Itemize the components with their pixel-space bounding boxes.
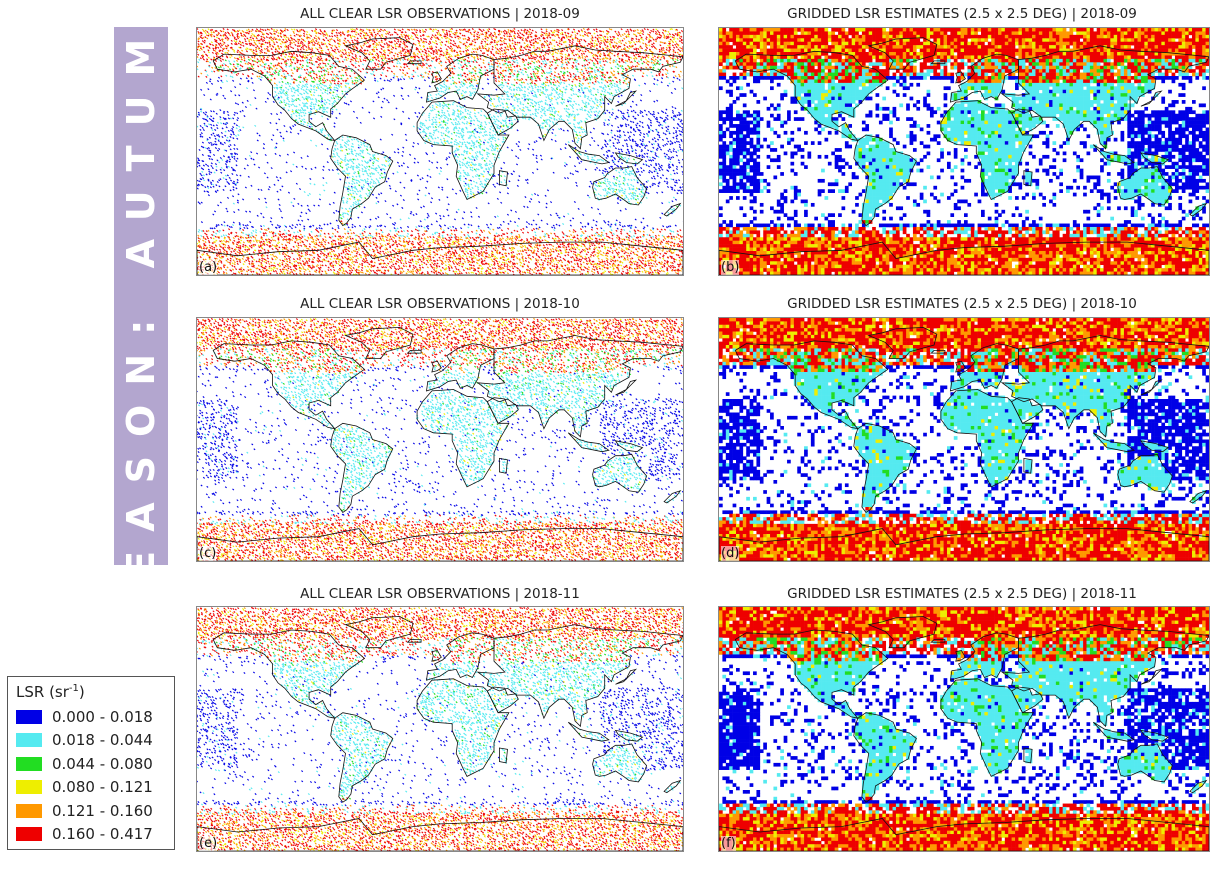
legend-item: 0.080 - 0.121	[16, 776, 166, 800]
legend-label: 0.018 - 0.044	[52, 731, 153, 749]
coastline-outlines	[719, 37, 1209, 275]
legend-title: LSR (sr-1)	[16, 683, 166, 701]
panel-e-title: ALL CLEAR LSR OBSERVATIONS | 2018-11	[300, 586, 580, 602]
lsr-values	[719, 318, 1209, 561]
map-a-svg	[197, 28, 683, 275]
legend-title-main: LSR (sr	[16, 683, 69, 701]
lsr-values	[197, 318, 683, 561]
map-d-svg	[719, 318, 1209, 561]
coastline-outlines	[719, 616, 1209, 851]
map-panel-b: (b)	[718, 27, 1210, 276]
panel-b-letter: (b)	[721, 260, 740, 275]
panel-a-title: ALL CLEAR LSR OBSERVATIONS | 2018-09	[300, 6, 580, 22]
map-panel-d: (d)	[718, 317, 1210, 562]
map-panel-c: (c)	[196, 317, 684, 562]
color-legend: LSR (sr-1) 0.000 - 0.018 0.018 - 0.044 0…	[7, 676, 175, 850]
coastline-outlines	[719, 326, 1209, 561]
panel-f-letter: (f)	[721, 836, 736, 851]
lsr-values	[719, 607, 1209, 851]
panel-f-title: GRIDDED LSR ESTIMATES (2.5 x 2.5 DEG) | …	[787, 586, 1137, 602]
map-f-svg	[719, 607, 1209, 851]
panel-c-letter: (c)	[199, 546, 217, 561]
map-c-svg	[197, 318, 683, 561]
legend-label: 0.121 - 0.160	[52, 802, 153, 820]
map-panel-e: (e)	[196, 606, 684, 852]
season-label: SEASON: AUTUMN	[119, 0, 163, 623]
legend-item: 0.160 - 0.417	[16, 823, 166, 847]
panel-d-letter: (d)	[721, 546, 740, 561]
map-e-svg	[197, 607, 683, 851]
legend-swatch	[16, 756, 42, 771]
legend-swatch	[16, 803, 42, 818]
legend-item: 0.018 - 0.044	[16, 729, 166, 753]
map-panel-a: (a)	[196, 27, 684, 276]
legend-label: 0.044 - 0.080	[52, 755, 153, 773]
legend-label: 0.000 - 0.018	[52, 708, 153, 726]
legend-swatch	[16, 733, 42, 748]
panel-c-title: ALL CLEAR LSR OBSERVATIONS | 2018-10	[300, 296, 580, 312]
season-banner: SEASON: AUTUMN	[114, 0, 168, 623]
map-b-svg	[719, 28, 1209, 275]
panel-d-title: GRIDDED LSR ESTIMATES (2.5 x 2.5 DEG) | …	[787, 296, 1137, 312]
map-panel-f: (f)	[718, 606, 1210, 852]
panel-a-letter: (a)	[199, 260, 218, 275]
lsr-values	[719, 28, 1209, 275]
legend-item: 0.044 - 0.080	[16, 752, 166, 776]
legend-item: 0.121 - 0.160	[16, 799, 166, 823]
legend-swatch	[16, 827, 42, 842]
legend-label: 0.160 - 0.417	[52, 825, 153, 843]
coastline-outlines	[197, 616, 683, 851]
panel-e-letter: (e)	[199, 836, 218, 851]
legend-title-end: )	[79, 683, 85, 701]
coastline-outlines	[197, 37, 683, 275]
legend-swatch	[16, 709, 42, 724]
legend-swatch	[16, 780, 42, 795]
lsr-values	[197, 607, 683, 851]
legend-item: 0.000 - 0.018	[16, 705, 166, 729]
legend-title-sup: -1	[69, 683, 79, 694]
panel-b-title: GRIDDED LSR ESTIMATES (2.5 x 2.5 DEG) | …	[787, 6, 1137, 22]
coastline-outlines	[197, 326, 683, 561]
legend-label: 0.080 - 0.121	[52, 778, 153, 796]
lsr-values	[197, 28, 683, 275]
